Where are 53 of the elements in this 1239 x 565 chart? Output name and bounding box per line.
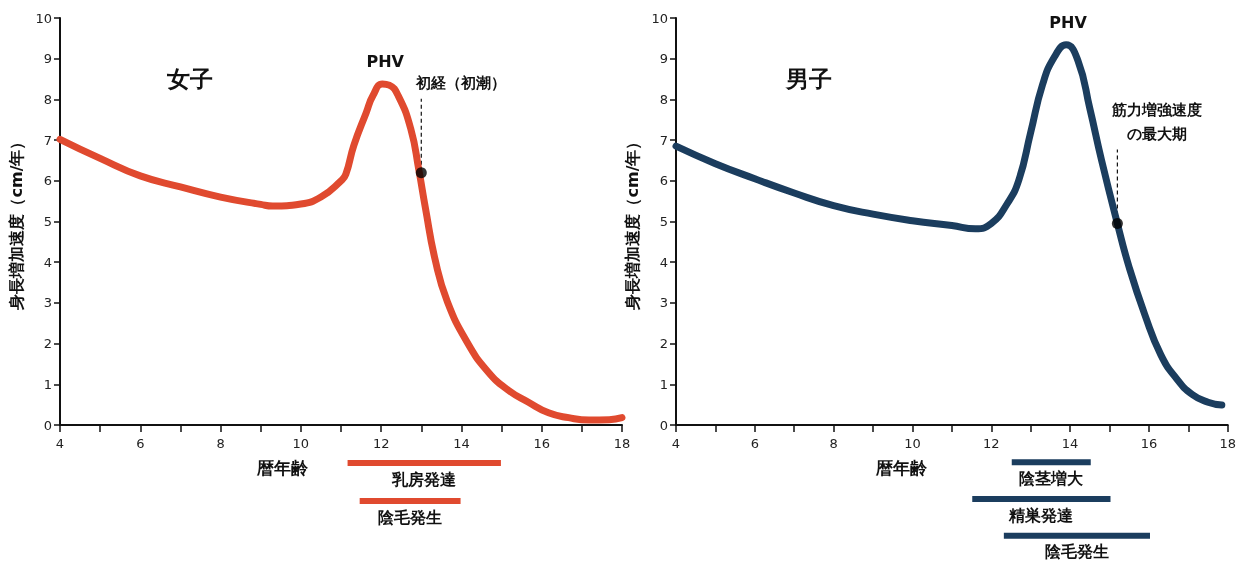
y-tick-label: 6 [659, 173, 668, 189]
x-tick-label: 16 [1140, 436, 1158, 451]
y-tick-label: 陰毛発生 [1044, 542, 1109, 562]
y-tick-label: 0 [659, 417, 668, 433]
y-tick-label: 7 [659, 132, 668, 148]
y-tick-label: 4 [659, 254, 668, 270]
x-tick-label: 16 [533, 436, 550, 451]
y-tick-label: 6 [43, 173, 52, 189]
x-tick-label: 18 [613, 436, 631, 451]
y-tick-label: 乳房発達 [391, 469, 457, 489]
y-tick-label: 2 [659, 336, 668, 352]
y-axis-title: 身長増加速度（cm/年） [6, 133, 26, 311]
x-tick-label: 4 [55, 436, 65, 451]
x-tick-label: 4 [671, 436, 681, 451]
y-tick-label: 0 [43, 417, 52, 433]
y-tick-label: 陰毛発生 [378, 507, 443, 527]
annotation: PHV [1049, 12, 1088, 32]
annotation: PHV [366, 51, 405, 71]
x-axis-title: 暦年齢 [256, 457, 309, 478]
x-tick-label: 12 [983, 436, 1000, 451]
y-tick-label: 3 [659, 295, 668, 311]
x-tick-label: 10 [292, 436, 310, 451]
y-tick-label: 5 [659, 214, 668, 229]
text: 女子 [166, 65, 213, 92]
x-tick-label: 14 [453, 436, 470, 451]
text: 男子 [785, 65, 832, 92]
y-tick-label: 1 [43, 376, 52, 392]
y-tick-label: 8 [659, 91, 668, 107]
y-tick-label: 10 [651, 10, 668, 26]
y-tick-label: 10 [35, 10, 52, 26]
y-tick-label: 1 [659, 376, 668, 392]
y-tick-label: 5 [43, 214, 52, 229]
x-tick-label: 18 [1219, 436, 1236, 451]
y-tick-label: 4 [43, 254, 52, 270]
y-tick-label: 2 [43, 336, 52, 352]
x-tick-label: 14 [1061, 436, 1079, 451]
y-tick-label: 3 [43, 295, 52, 311]
y-tick-label: 8 [43, 91, 52, 107]
y-tick-label: 9 [43, 51, 52, 67]
annotation: 初経（初潮） [415, 73, 507, 92]
y-tick-label: 7 [43, 132, 52, 148]
x-tick-label: 12 [372, 436, 390, 451]
x-tick-label: 6 [136, 436, 145, 451]
annotation: 筋力増強速度の最大期 [1111, 100, 1203, 143]
x-tick-label: 8 [829, 436, 838, 451]
y-tick-label: 陰茎増大 [1019, 468, 1085, 488]
x-tick-label: 6 [750, 436, 759, 451]
y-axis-title: 身長増加速度（cm/年） [622, 133, 642, 311]
x-axis-title: 暦年齢 [875, 457, 928, 478]
x-tick-label: 8 [216, 436, 225, 451]
y-tick-label: 精巣発達 [1008, 505, 1074, 525]
x-tick-label: 10 [904, 436, 921, 451]
y-tick-label: 9 [659, 51, 668, 67]
